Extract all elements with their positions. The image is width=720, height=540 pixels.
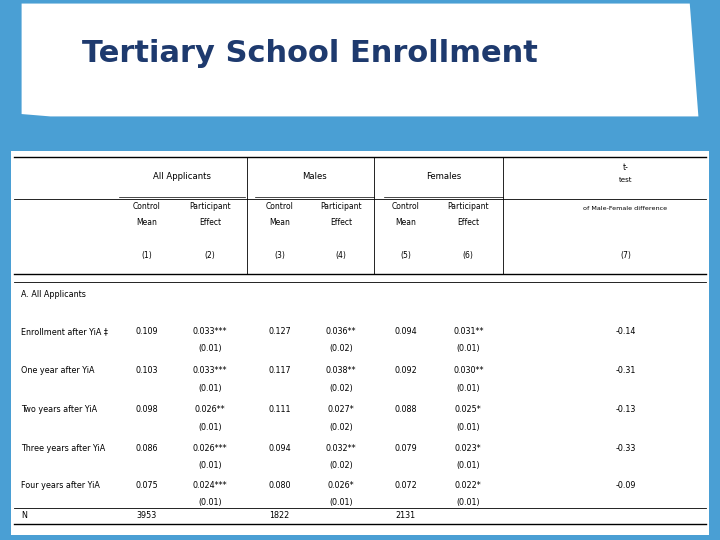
Text: 0.031**: 0.031** (453, 327, 484, 336)
Text: A. All Applicants: A. All Applicants (22, 291, 86, 300)
Text: 0.079: 0.079 (394, 444, 417, 453)
Text: t-: t- (623, 163, 629, 172)
Text: 0.025*: 0.025* (455, 406, 482, 415)
Text: Control: Control (266, 201, 294, 211)
Text: 0.086: 0.086 (136, 444, 158, 453)
Text: Enrollment after YiA ‡: Enrollment after YiA ‡ (22, 327, 108, 336)
Text: (0.01): (0.01) (456, 498, 480, 507)
Text: (0.02): (0.02) (329, 344, 353, 353)
Text: 0.032**: 0.032** (326, 444, 356, 453)
Text: 0.094: 0.094 (394, 327, 417, 336)
Text: 0.075: 0.075 (135, 481, 158, 490)
Text: N: N (22, 511, 27, 520)
Text: Four years after YiA: Four years after YiA (22, 481, 100, 490)
Text: (0.02): (0.02) (329, 423, 353, 432)
Text: 0.080: 0.080 (269, 481, 291, 490)
Text: 0.092: 0.092 (394, 366, 417, 375)
Text: 0.022*: 0.022* (455, 481, 482, 490)
Text: Effect: Effect (330, 218, 352, 227)
Text: (0.02): (0.02) (329, 383, 353, 393)
Text: (1): (1) (142, 251, 153, 260)
Text: 0.038**: 0.038** (326, 366, 356, 375)
Text: Control: Control (133, 201, 161, 211)
Text: (7): (7) (620, 251, 631, 260)
Text: -0.09: -0.09 (615, 481, 636, 490)
Text: 0.024***: 0.024*** (192, 481, 227, 490)
Text: of Male-Female difference: of Male-Female difference (583, 206, 667, 211)
Text: (0.01): (0.01) (456, 344, 480, 353)
Text: 3953: 3953 (137, 511, 157, 520)
Text: 0.072: 0.072 (394, 481, 417, 490)
Text: test: test (618, 177, 632, 183)
Text: 2131: 2131 (395, 511, 415, 520)
Text: Males: Males (302, 172, 327, 180)
Text: 0.026*: 0.026* (328, 481, 354, 490)
Polygon shape (22, 4, 698, 117)
Text: Control: Control (392, 201, 419, 211)
Text: 0.026***: 0.026*** (192, 444, 227, 453)
Text: 0.033***: 0.033*** (192, 327, 227, 336)
Text: Tertiary School Enrollment: Tertiary School Enrollment (81, 39, 538, 68)
Text: Participant: Participant (189, 201, 230, 211)
Text: (3): (3) (274, 251, 285, 260)
Text: 0.033***: 0.033*** (192, 366, 227, 375)
Text: -0.13: -0.13 (615, 406, 636, 415)
Text: 0.088: 0.088 (394, 406, 417, 415)
Text: Females: Females (426, 172, 462, 180)
Text: (4): (4) (336, 251, 346, 260)
Text: (0.02): (0.02) (329, 461, 353, 470)
Text: (5): (5) (400, 251, 411, 260)
Text: 1822: 1822 (269, 511, 290, 520)
Text: Two years after YiA: Two years after YiA (22, 406, 97, 415)
Text: (0.01): (0.01) (198, 344, 222, 353)
Text: (0.01): (0.01) (198, 383, 222, 393)
Text: Mean: Mean (395, 218, 416, 227)
Text: 0.023*: 0.023* (455, 444, 482, 453)
Text: (0.01): (0.01) (456, 383, 480, 393)
Text: (0.01): (0.01) (329, 498, 353, 507)
Text: -0.14: -0.14 (615, 327, 636, 336)
Text: Mean: Mean (137, 218, 158, 227)
Text: 0.026**: 0.026** (194, 406, 225, 415)
Text: 0.030**: 0.030** (453, 366, 484, 375)
Text: Three years after YiA: Three years after YiA (22, 444, 106, 453)
FancyBboxPatch shape (11, 151, 709, 535)
Text: Participant: Participant (320, 201, 362, 211)
Text: (0.01): (0.01) (198, 423, 222, 432)
Text: (0.01): (0.01) (456, 423, 480, 432)
Text: 0.111: 0.111 (269, 406, 291, 415)
Text: 0.098: 0.098 (135, 406, 158, 415)
Text: 0.036**: 0.036** (326, 327, 356, 336)
Text: (6): (6) (463, 251, 474, 260)
Text: -0.31: -0.31 (615, 366, 636, 375)
Text: 0.103: 0.103 (136, 366, 158, 375)
Text: (0.01): (0.01) (198, 461, 222, 470)
Text: Participant: Participant (447, 201, 489, 211)
Text: All Applicants: All Applicants (153, 172, 211, 180)
Text: (0.01): (0.01) (456, 461, 480, 470)
Text: Effect: Effect (457, 218, 480, 227)
Text: 0.117: 0.117 (269, 366, 291, 375)
Text: Effect: Effect (199, 218, 221, 227)
Text: 0.109: 0.109 (135, 327, 158, 336)
Text: Mean: Mean (269, 218, 290, 227)
Text: One year after YiA: One year after YiA (22, 366, 95, 375)
Text: 0.094: 0.094 (269, 444, 291, 453)
Text: 0.127: 0.127 (269, 327, 291, 336)
Text: (0.01): (0.01) (198, 498, 222, 507)
Text: 0.027*: 0.027* (328, 406, 354, 415)
Text: -0.33: -0.33 (615, 444, 636, 453)
Text: (2): (2) (204, 251, 215, 260)
